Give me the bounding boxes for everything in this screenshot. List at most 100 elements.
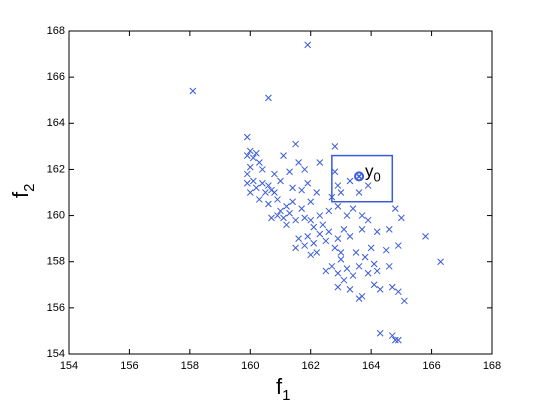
y-tick-label: 154 bbox=[47, 348, 65, 360]
point bbox=[385, 226, 393, 233]
point bbox=[316, 230, 324, 238]
x-tick-label: 168 bbox=[483, 360, 501, 372]
point bbox=[352, 249, 360, 256]
point bbox=[246, 189, 254, 196]
point bbox=[334, 235, 342, 242]
point bbox=[325, 228, 333, 236]
point bbox=[337, 189, 345, 196]
point bbox=[243, 152, 251, 159]
point bbox=[246, 163, 254, 171]
point bbox=[304, 179, 312, 187]
point bbox=[301, 214, 309, 222]
y-tick-label: 166 bbox=[47, 71, 65, 83]
point bbox=[394, 242, 402, 249]
x-tick-label: 156 bbox=[120, 360, 138, 372]
point bbox=[343, 212, 351, 219]
x-axis-label-subscript: 1 bbox=[282, 387, 290, 404]
point bbox=[277, 207, 284, 215]
point bbox=[255, 159, 263, 166]
x-axis-label-text: f bbox=[276, 374, 283, 399]
highlight-label-text: y bbox=[365, 162, 374, 181]
point bbox=[307, 216, 315, 224]
point bbox=[265, 94, 272, 102]
point bbox=[271, 189, 278, 196]
x-tick-label: 164 bbox=[362, 360, 380, 372]
point bbox=[364, 216, 372, 224]
point bbox=[292, 140, 299, 148]
point bbox=[385, 262, 393, 270]
point bbox=[249, 177, 257, 185]
point bbox=[246, 147, 254, 155]
point bbox=[243, 133, 251, 141]
point bbox=[243, 179, 251, 187]
y-tick-label: 164 bbox=[47, 117, 65, 129]
point bbox=[346, 177, 354, 185]
point bbox=[255, 196, 263, 203]
point bbox=[394, 288, 402, 296]
point bbox=[298, 186, 306, 194]
highlight-point bbox=[354, 171, 365, 182]
point bbox=[346, 232, 354, 240]
point bbox=[331, 168, 339, 176]
point bbox=[422, 232, 429, 240]
point bbox=[340, 276, 348, 284]
point bbox=[373, 267, 381, 275]
point bbox=[271, 170, 278, 178]
point bbox=[295, 159, 302, 166]
highlight-label-subscript: 0 bbox=[374, 170, 381, 185]
point bbox=[304, 41, 312, 49]
y-tick-label: 158 bbox=[47, 256, 65, 268]
point bbox=[364, 269, 372, 277]
y-tick-label: 160 bbox=[47, 209, 65, 221]
point bbox=[280, 152, 287, 159]
point bbox=[343, 265, 351, 272]
y-axis-label-subscript: 2 bbox=[21, 184, 38, 192]
point bbox=[268, 186, 275, 194]
point bbox=[370, 281, 378, 289]
point bbox=[346, 286, 354, 293]
point bbox=[280, 214, 287, 222]
point bbox=[394, 336, 402, 344]
point bbox=[268, 214, 275, 222]
point bbox=[337, 249, 345, 256]
point bbox=[364, 182, 372, 189]
point bbox=[401, 297, 408, 305]
point bbox=[388, 283, 396, 291]
point bbox=[286, 209, 293, 217]
point bbox=[262, 189, 269, 196]
point bbox=[289, 184, 296, 192]
point bbox=[322, 267, 330, 275]
point bbox=[301, 166, 309, 173]
point bbox=[274, 212, 281, 219]
point bbox=[249, 154, 257, 162]
point bbox=[252, 184, 260, 192]
point bbox=[316, 159, 324, 166]
point bbox=[373, 228, 381, 236]
point bbox=[292, 216, 299, 224]
point bbox=[334, 283, 342, 291]
x-tick-label: 162 bbox=[302, 360, 320, 372]
point bbox=[319, 221, 327, 229]
point bbox=[310, 223, 318, 231]
point bbox=[286, 168, 293, 176]
point bbox=[355, 189, 363, 196]
point bbox=[274, 196, 281, 203]
point bbox=[259, 166, 266, 173]
point bbox=[331, 244, 339, 252]
highlight-label: y0 bbox=[365, 162, 381, 185]
point bbox=[376, 286, 384, 293]
point bbox=[316, 212, 324, 219]
y-axis-label-text: f bbox=[8, 191, 33, 198]
point bbox=[358, 212, 366, 219]
point bbox=[334, 182, 342, 189]
point bbox=[313, 189, 321, 196]
point bbox=[307, 198, 315, 206]
plot-area bbox=[68, 30, 493, 355]
point bbox=[334, 269, 342, 277]
point bbox=[313, 249, 321, 256]
point bbox=[292, 244, 299, 252]
point bbox=[328, 262, 336, 270]
y-axis-label: f2 bbox=[8, 184, 38, 198]
point bbox=[337, 256, 345, 263]
x-tick-label: 166 bbox=[422, 360, 440, 372]
